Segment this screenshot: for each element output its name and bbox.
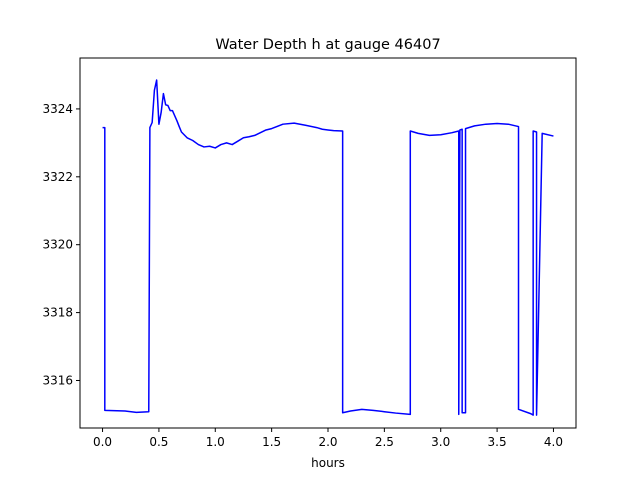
- y-tick-label: 3322: [42, 170, 73, 184]
- x-tick-label: 1.0: [206, 435, 225, 449]
- x-tick-label: 3.5: [488, 435, 507, 449]
- plot-area: [80, 58, 576, 428]
- series-group: [102, 79, 554, 416]
- x-tick-label: 1.5: [262, 435, 281, 449]
- plot-frame: [79, 57, 577, 429]
- x-axis-label: hours: [311, 456, 345, 470]
- x-axis-ticks: 0.0 0.5 1.0 1.5 2.0 2.5 3.0 3.5 4.0: [93, 428, 563, 449]
- y-tick-label: 3316: [42, 373, 73, 387]
- chart-title: Water Depth h at gauge 46407: [215, 37, 440, 53]
- x-tick-label: 2.5: [375, 435, 394, 449]
- y-tick-label: 3324: [42, 102, 73, 116]
- x-tick-label: 2.0: [318, 435, 337, 449]
- x-tick-label: 0.5: [149, 435, 168, 449]
- x-tick-label: 3.0: [431, 435, 450, 449]
- x-tick-label: 0.0: [93, 435, 112, 449]
- y-tick-label: 3318: [42, 306, 73, 320]
- y-tick-label: 3320: [42, 238, 73, 252]
- y-axis-ticks: 3316 3318 3320 3322 3324: [42, 102, 80, 387]
- series-line: [102, 79, 554, 416]
- x-tick-label: 4.0: [544, 435, 563, 449]
